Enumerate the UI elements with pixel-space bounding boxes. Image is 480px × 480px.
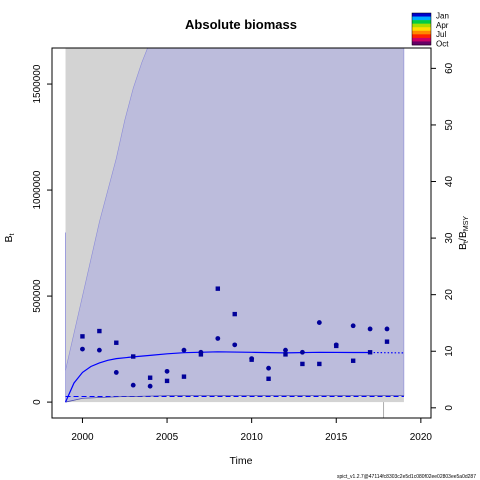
legend-color-swatch xyxy=(412,13,431,17)
observation-point-index2 xyxy=(198,352,204,357)
biomass-estimate-line xyxy=(64,351,371,403)
observation-point-index1 xyxy=(164,368,170,374)
y-axis-left-label: Bt xyxy=(3,233,16,242)
observation-point-index1 xyxy=(96,347,102,353)
legend-color-swatch xyxy=(412,37,431,42)
observation-point-index1 xyxy=(147,383,153,389)
legend-label: Jul xyxy=(436,30,446,39)
y-right-tick-label: 20 xyxy=(444,289,455,301)
x-tick-label: 2020 xyxy=(410,432,433,443)
y-axis-right-label-main: B xyxy=(457,243,469,250)
legend-color-swatch xyxy=(412,27,431,32)
legend-color-swatch xyxy=(412,34,431,39)
legend-color-swatch xyxy=(412,16,431,21)
observation-point-index2 xyxy=(114,340,119,345)
y-right-tick-label: 10 xyxy=(444,345,455,357)
observation-point-index1 xyxy=(367,326,373,332)
y-right-tick-label: 50 xyxy=(444,119,455,131)
legend-label: Oct xyxy=(436,40,449,49)
y-axis-left: 0 500000 1000000 1500000 xyxy=(32,64,52,405)
observation-point-index1 xyxy=(283,347,288,353)
x-tick-label: 2000 xyxy=(71,432,94,443)
observation-point-index2 xyxy=(317,361,322,367)
observation-point-index1 xyxy=(215,336,221,341)
observation-point-index2 xyxy=(181,374,187,379)
y-axis-right-label-sub1: t xyxy=(463,241,470,243)
observation-point-index2 xyxy=(350,358,356,363)
y-right-tick-label: 0 xyxy=(444,405,455,411)
legend-color-swatch xyxy=(412,30,431,35)
y-left-tick-label: 500000 xyxy=(32,279,43,313)
plot-frame xyxy=(51,47,432,419)
y-axis-right-label-mid: /B xyxy=(457,231,469,241)
y-left-tick-label: 0 xyxy=(32,399,43,405)
lower-ci-line xyxy=(65,395,404,403)
observation-point-index2 xyxy=(232,311,237,317)
observation-point-index2 xyxy=(215,286,221,291)
y-right-tick-label: 30 xyxy=(444,232,455,244)
observation-point-index2 xyxy=(283,352,288,357)
observation-point-index1 xyxy=(130,382,136,388)
observation-point-index2 xyxy=(266,376,271,381)
observation-point-index2 xyxy=(164,378,170,384)
x-axis-label: Time xyxy=(230,455,253,467)
observation-point-index1 xyxy=(181,347,187,353)
chart-title: Absolute biomass xyxy=(185,17,297,32)
y-right-tick-label: 60 xyxy=(444,62,455,74)
y-axis-right-label-sub2: MSY xyxy=(463,216,470,232)
observation-point-index2 xyxy=(384,339,390,344)
observation-point-index2 xyxy=(367,350,373,355)
observation-point-index1 xyxy=(80,346,85,352)
y-axis-right-label: Bt/BMSY xyxy=(457,216,470,250)
observation-point-index1 xyxy=(300,349,305,355)
observation-point-index1 xyxy=(266,365,271,371)
y-right-tick-label: 40 xyxy=(444,176,455,188)
observation-point-index2 xyxy=(249,357,254,362)
footer-version: spict_v1.2.7@47114fc8303c2e5d1c080f02ee0… xyxy=(337,474,476,480)
legend-frame xyxy=(411,12,432,46)
observation-point-index2 xyxy=(334,343,339,349)
legend-color-swatch xyxy=(412,23,431,28)
observation-point-index2 xyxy=(131,354,136,359)
y-left-tick-label: 1000000 xyxy=(32,170,43,209)
legend-color-swatch xyxy=(412,41,431,46)
observation-point-index1 xyxy=(316,320,322,325)
y-left-tick-label: 1500000 xyxy=(32,64,43,103)
observation-point-index2 xyxy=(147,375,153,380)
legend-color-swatch xyxy=(412,20,431,24)
observation-point-index2 xyxy=(97,328,102,334)
observation-point-index1 xyxy=(113,370,119,375)
x-tick-label: 2015 xyxy=(325,432,348,443)
observation-point-index2 xyxy=(300,361,305,367)
y-axis-left-label-sub: t xyxy=(9,233,16,235)
x-axis: 2000 2005 2010 2015 2020 xyxy=(71,418,432,443)
observation-point-index1 xyxy=(350,323,356,329)
observation-point-index1 xyxy=(232,342,238,348)
plot-area xyxy=(64,48,405,418)
legend-label: Jan xyxy=(436,12,449,21)
observation-point-index2 xyxy=(80,334,85,339)
x-tick-label: 2010 xyxy=(241,432,264,443)
y-axis-right: 0 10 20 30 40 50 60 xyxy=(431,62,455,411)
x-tick-label: 2005 xyxy=(156,432,179,443)
legend-label: Apr xyxy=(436,21,449,30)
y-axis-left-label-main: B xyxy=(3,235,15,242)
observation-point-index1 xyxy=(384,326,390,332)
